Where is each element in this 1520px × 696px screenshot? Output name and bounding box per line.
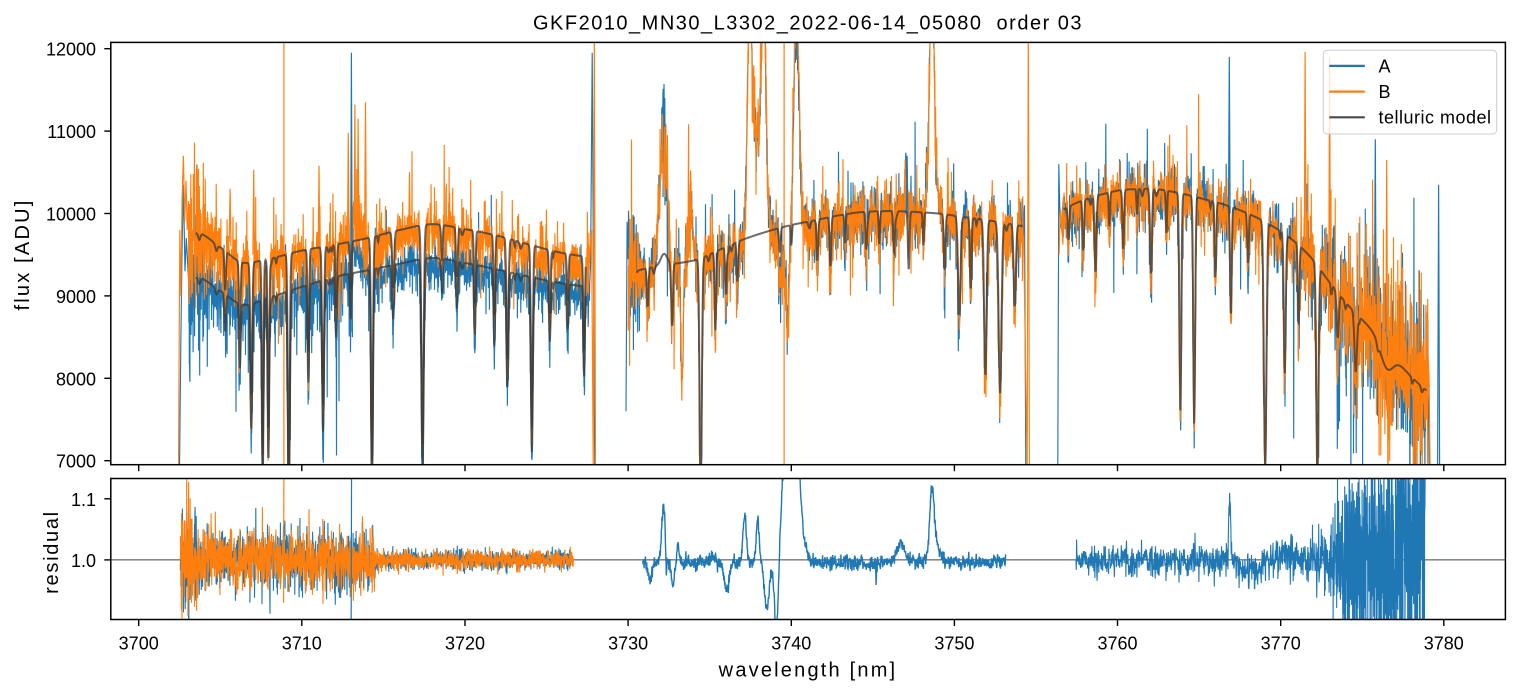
svg-text:wavelength [nm]: wavelength [nm] <box>718 660 898 682</box>
svg-text:10000: 10000 <box>46 205 96 225</box>
svg-text:3730: 3730 <box>608 634 648 654</box>
svg-text:3700: 3700 <box>119 634 159 654</box>
svg-text:1.0: 1.0 <box>71 551 96 571</box>
svg-text:3780: 3780 <box>1424 634 1464 654</box>
svg-text:7000: 7000 <box>56 452 96 472</box>
svg-text:3710: 3710 <box>282 634 322 654</box>
svg-text:B: B <box>1379 82 1392 102</box>
svg-text:9000: 9000 <box>56 287 96 307</box>
svg-text:A: A <box>1379 56 1392 76</box>
svg-text:flux [ADU]: flux [ADU] <box>12 198 34 310</box>
svg-text:GKF2010_MN30_L3302_2022-06-14_: GKF2010_MN30_L3302_2022-06-14_05080 orde… <box>533 13 1083 35</box>
svg-text:8000: 8000 <box>56 369 96 389</box>
svg-text:3720: 3720 <box>445 634 485 654</box>
svg-text:11000: 11000 <box>47 122 96 142</box>
svg-text:3760: 3760 <box>1097 634 1137 654</box>
svg-text:telluric model: telluric model <box>1379 108 1492 128</box>
svg-text:3770: 3770 <box>1261 634 1301 654</box>
svg-text:12000: 12000 <box>46 40 96 60</box>
svg-text:3740: 3740 <box>771 634 811 654</box>
svg-text:1.1: 1.1 <box>71 490 96 510</box>
svg-text:3750: 3750 <box>934 634 974 654</box>
svg-text:residual: residual <box>41 510 63 594</box>
